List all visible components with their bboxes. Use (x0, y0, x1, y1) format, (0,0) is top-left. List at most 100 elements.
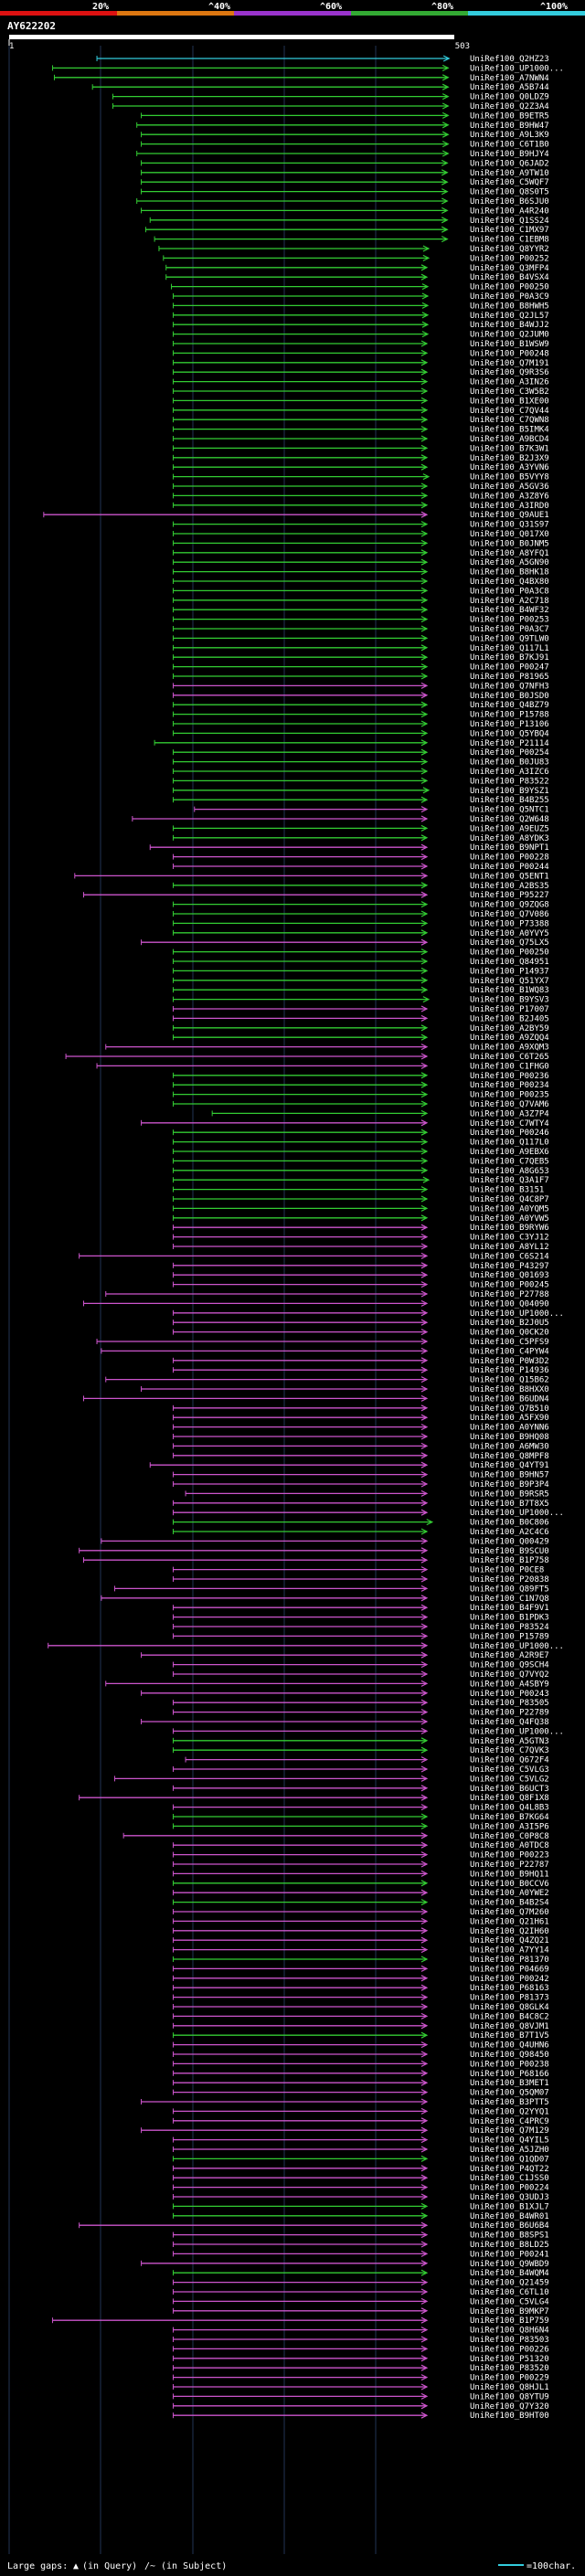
hit-label[interactable]: UniRef100_UP1000... (470, 1309, 564, 1319)
hit-label[interactable]: UniRef100_P00247 (470, 663, 549, 673)
hit-row[interactable]: UniRef100_Q8S0T5 (141, 188, 549, 197)
hit-row[interactable]: UniRef100_A5B744 (91, 83, 549, 92)
hit-row[interactable]: UniRef100_P21114 (154, 739, 549, 748)
hit-row[interactable]: UniRef100_A3YVN6 (172, 463, 549, 472)
hit-label[interactable]: UniRef100_B1P759 (470, 2316, 549, 2326)
hit-row[interactable]: UniRef100_Q2Z3A4 (112, 102, 549, 111)
hit-label[interactable]: UniRef100_Q017X0 (470, 530, 549, 539)
hit-row[interactable]: UniRef100_Q7B510 (172, 1405, 549, 1414)
hit-label[interactable]: UniRef100_C5VLG3 (470, 1765, 549, 1775)
hit-label[interactable]: UniRef100_B9HQ08 (470, 1433, 549, 1442)
hit-row[interactable]: UniRef100_P0CE8 (172, 1566, 544, 1575)
hit-row[interactable]: UniRef100_Q1QD07 (172, 2155, 549, 2164)
hit-row[interactable]: UniRef100_P0A3C7 (172, 625, 549, 634)
hit-row[interactable]: UniRef100_C7QEB5 (172, 1157, 549, 1166)
hit-label[interactable]: UniRef100_Q5NTC1 (470, 806, 549, 815)
hit-label[interactable]: UniRef100_B1P758 (470, 1556, 549, 1565)
hit-row[interactable]: UniRef100_P22787 (172, 1860, 549, 1870)
hit-label[interactable]: UniRef100_C7QV44 (470, 407, 549, 416)
hit-row[interactable]: UniRef100_P43297 (172, 1262, 549, 1271)
hit-row[interactable]: UniRef100_B4WJJ2 (172, 321, 549, 330)
hit-label[interactable]: UniRef100_Q2IH60 (470, 1927, 549, 1936)
hit-label[interactable]: UniRef100_Q00429 (470, 1537, 549, 1546)
hit-label[interactable]: UniRef100_B9RSR5 (470, 1489, 549, 1499)
hit-label[interactable]: UniRef100_P00243 (470, 1690, 549, 1699)
hit-label[interactable]: UniRef100_P73388 (470, 919, 549, 928)
hit-row[interactable]: UniRef100_B1XE00 (172, 397, 549, 406)
hit-label[interactable]: UniRef100_UP1000... (470, 1509, 564, 1518)
hit-label[interactable]: UniRef100_C3YJ12 (470, 1234, 549, 1243)
hit-label[interactable]: UniRef100_P00253 (470, 616, 549, 625)
hit-row[interactable]: UniRef100_B8HWH5 (172, 302, 549, 311)
hit-label[interactable]: UniRef100_B1WSW9 (470, 340, 549, 349)
hit-label[interactable]: UniRef100_A3Z8Y6 (470, 492, 549, 501)
hit-label[interactable]: UniRef100_P0A3C8 (470, 587, 549, 596)
hit-row[interactable]: UniRef100_P81370 (172, 1956, 549, 1965)
hit-row[interactable]: UniRef100_Q7V086 (172, 910, 549, 919)
hit-label[interactable]: UniRef100_P0A3C7 (470, 625, 549, 634)
hit-label[interactable]: UniRef100_A6MW30 (470, 1442, 549, 1451)
hit-label[interactable]: UniRef100_B9YSZ1 (470, 787, 549, 796)
hit-row[interactable]: UniRef100_A9EBX6 (172, 1148, 549, 1157)
hit-row[interactable]: UniRef100_Q4ZQ21 (172, 1936, 549, 1945)
hit-row[interactable]: UniRef100_B0C806 (172, 1519, 549, 1528)
hit-label[interactable]: UniRef100_B9P3P4 (470, 1480, 549, 1489)
hit-label[interactable]: UniRef100_A2BS35 (470, 882, 549, 891)
hit-row[interactable]: UniRef100_B4C8C2 (172, 2012, 549, 2021)
hit-row[interactable]: UniRef100_P95227 (82, 891, 549, 900)
hit-row[interactable]: UniRef100_Q9TLW0 (172, 634, 549, 643)
hit-label[interactable]: UniRef100_Q8YYR2 (470, 245, 549, 254)
hit-row[interactable]: UniRef100_B0JSD0 (172, 692, 549, 701)
hit-label[interactable]: UniRef100_Q7M129 (470, 2126, 549, 2136)
hit-label[interactable]: UniRef100_B9ETR5 (470, 111, 549, 121)
hit-label[interactable]: UniRef100_B6U6B4 (470, 2221, 549, 2231)
hit-row[interactable]: UniRef100_A2R9E7 (141, 1651, 549, 1660)
hit-label[interactable]: UniRef100_P00248 (470, 349, 549, 358)
hit-row[interactable]: UniRef100_B8SPS1 (172, 2231, 549, 2241)
hit-row[interactable]: UniRef100_B9HQ11 (172, 1870, 549, 1879)
hit-row[interactable]: UniRef100_C1N7Q8 (101, 1595, 549, 1604)
hit-row[interactable]: UniRef100_Q98450 (172, 2051, 549, 2060)
hit-row[interactable]: UniRef100_P22789 (172, 1709, 549, 1718)
hit-label[interactable]: UniRef100_A3YVN6 (470, 463, 549, 472)
hit-label[interactable]: UniRef100_A0YQM5 (470, 1204, 549, 1214)
hit-row[interactable]: UniRef100_B9HQ08 (172, 1433, 549, 1442)
hit-label[interactable]: UniRef100_B1XJL7 (470, 2202, 549, 2211)
hit-row[interactable]: UniRef100_P68163 (172, 1984, 549, 1993)
hit-row[interactable]: UniRef100_Q672F4 (185, 1756, 549, 1765)
hit-label[interactable]: UniRef100_A2BY59 (470, 1024, 549, 1034)
hit-row[interactable]: UniRef100_A3Z8Y6 (172, 492, 549, 501)
hit-label[interactable]: UniRef100_A8G653 (470, 1167, 549, 1176)
hit-row[interactable]: UniRef100_B9YSZ1 (172, 787, 549, 796)
hit-label[interactable]: UniRef100_P04669 (470, 1965, 549, 1974)
hit-label[interactable]: UniRef100_Q117L0 (470, 1139, 549, 1148)
hit-row[interactable]: UniRef100_A7NWN4 (53, 74, 549, 83)
hit-label[interactable]: UniRef100_B0JU83 (470, 758, 549, 768)
hit-row[interactable]: UniRef100_C7WTY4 (141, 1119, 549, 1129)
hit-row[interactable]: UniRef100_Q3MFP4 (165, 264, 549, 273)
hit-label[interactable]: UniRef100_B0C806 (470, 1519, 549, 1528)
hit-label[interactable]: UniRef100_Q0LDZ9 (470, 93, 549, 102)
hit-row[interactable]: UniRef100_Q117L0 (172, 1139, 549, 1148)
hit-label[interactable]: UniRef100_Q9TLW0 (470, 634, 549, 643)
hit-label[interactable]: UniRef100_C1EBM8 (470, 236, 549, 245)
hit-label[interactable]: UniRef100_Q5YBQ4 (470, 729, 549, 738)
hit-label[interactable]: UniRef100_A5FX90 (470, 1414, 549, 1423)
hit-label[interactable]: UniRef100_P00254 (470, 748, 549, 758)
hit-label[interactable]: UniRef100_Q7M191 (470, 359, 549, 368)
hit-row[interactable]: UniRef100_B1P758 (82, 1556, 549, 1565)
hit-label[interactable]: UniRef100_Q7B510 (470, 1405, 549, 1414)
hit-row[interactable]: UniRef100_Q0CK20 (172, 1329, 549, 1338)
hit-row[interactable]: UniRef100_Q7Y320 (172, 2402, 549, 2412)
hit-row[interactable]: UniRef100_B0JU83 (172, 758, 549, 768)
hit-row[interactable]: UniRef100_Q4BX80 (172, 578, 549, 587)
hit-row[interactable]: UniRef100_P15789 (172, 1632, 549, 1641)
hit-row[interactable]: UniRef100_C7QV44 (172, 407, 549, 416)
hit-label[interactable]: UniRef100_A0YWE2 (470, 1889, 549, 1898)
hit-row[interactable]: UniRef100_P15788 (172, 711, 549, 720)
hit-label[interactable]: UniRef100_Q7M260 (470, 1908, 549, 1917)
hit-row[interactable]: UniRef100_C4PRC9 (172, 2117, 549, 2126)
hit-label[interactable]: UniRef100_Q117L1 (470, 644, 549, 653)
hit-row[interactable]: UniRef100_P00244 (172, 863, 549, 872)
hit-row[interactable]: UniRef100_Q9SCH4 (172, 1661, 549, 1670)
